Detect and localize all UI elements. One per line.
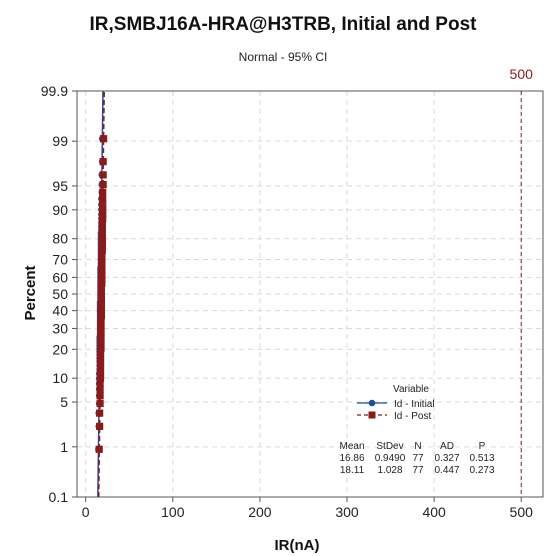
y-tick-label: 99 <box>52 133 68 149</box>
stats-cell: 16.86 <box>339 453 364 464</box>
stats-cell: 18.11 <box>340 465 365 476</box>
y-tick-label: 50 <box>52 286 68 302</box>
y-tick-label: 90 <box>52 202 68 218</box>
y-tick-label: 30 <box>52 320 68 336</box>
legend-marker <box>368 399 376 407</box>
stats-cell: 0.447 <box>434 465 459 476</box>
data-point <box>96 385 104 393</box>
data-point <box>99 180 107 189</box>
y-tick-label: 70 <box>52 252 68 268</box>
data-point <box>96 422 104 430</box>
data-point <box>98 222 106 230</box>
stats-header: N <box>414 441 421 452</box>
data-point <box>96 370 105 378</box>
y-tick-label: 40 <box>52 303 68 319</box>
data-point <box>96 392 104 400</box>
y-axis-label: Percent <box>22 265 39 320</box>
x-tick-label: 100 <box>161 504 185 520</box>
data-point <box>99 135 108 143</box>
data-point <box>99 214 107 223</box>
legend-entry-label: Id - Initial <box>394 399 435 410</box>
chart-subtitle: Normal - 95% CI <box>239 50 328 64</box>
stats-cell: 77 <box>412 465 424 476</box>
data-point <box>98 218 106 227</box>
data-point <box>99 188 107 196</box>
data-point <box>99 206 107 214</box>
legend-title: Variable <box>393 384 429 395</box>
legend-entry-label: Id - Post <box>394 411 431 422</box>
data-point <box>96 374 105 382</box>
reference-line-label: 500 <box>510 66 534 82</box>
stats-header: P <box>479 441 486 452</box>
data-point <box>96 379 104 388</box>
y-tick-label: 0.1 <box>49 489 69 505</box>
y-tick-label: 60 <box>52 269 68 285</box>
x-axis-label: IR(nA) <box>275 537 320 554</box>
stats-header: AD <box>440 441 454 452</box>
data-point <box>99 210 107 218</box>
y-tick-label: 5 <box>60 394 68 410</box>
legend-marker <box>368 411 376 419</box>
data-point <box>99 158 107 166</box>
stats-cell: 77 <box>412 453 424 464</box>
y-tick-label: 99.9 <box>41 83 68 99</box>
stats-header: StDev <box>376 441 403 452</box>
y-tick-label: 1 <box>60 439 68 455</box>
x-tick-label: 0 <box>82 504 90 520</box>
x-tick-label: 400 <box>422 504 446 520</box>
data-point <box>95 445 103 453</box>
stats-cell: 0.273 <box>469 465 494 476</box>
stats-cell: 0.9490 <box>375 453 406 464</box>
data-point <box>96 361 105 370</box>
chart-title: IR,SMBJ16A-HRA@H3TRB, Initial and Post <box>90 14 478 35</box>
data-point <box>99 200 107 209</box>
stats-cell: 1.028 <box>377 465 402 476</box>
x-tick-label: 500 <box>510 504 534 520</box>
data-point <box>99 171 107 179</box>
x-tick-label: 200 <box>248 504 272 520</box>
data-point <box>99 195 107 203</box>
data-point <box>96 365 105 374</box>
y-tick-label: 95 <box>52 178 68 194</box>
y-tick-label: 10 <box>52 370 68 386</box>
data-point <box>96 409 104 417</box>
stats-header: Mean <box>339 441 364 452</box>
stats-cell: 0.513 <box>469 453 494 464</box>
stats-cell: 0.327 <box>434 453 459 464</box>
y-tick-label: 80 <box>52 231 68 247</box>
y-tick-label: 20 <box>52 341 68 357</box>
data-point <box>96 399 104 408</box>
x-tick-label: 300 <box>335 504 359 520</box>
